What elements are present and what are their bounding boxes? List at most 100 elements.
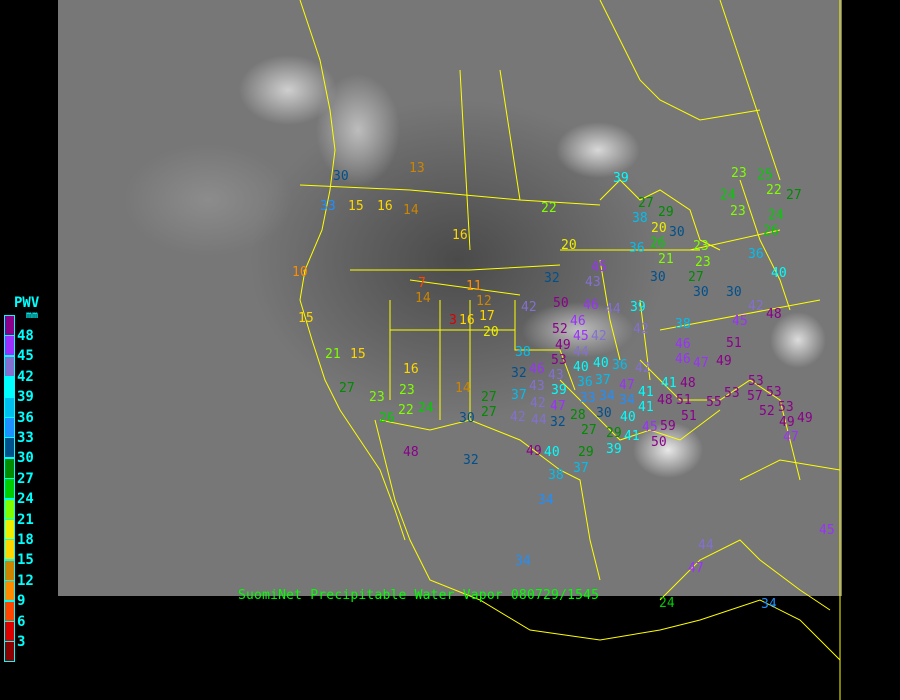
station-pwv-value: 50 bbox=[553, 296, 569, 311]
station-pwv-value: 14 bbox=[455, 381, 471, 396]
map-caption: SuomiNet Precipitable Water Vapor 080729… bbox=[238, 588, 600, 603]
legend-swatch bbox=[4, 396, 15, 418]
station-pwv-value: 16 bbox=[403, 362, 419, 377]
station-pwv-value: 24 bbox=[720, 188, 736, 203]
station-pwv-value: 39 bbox=[551, 383, 567, 398]
station-pwv-value: 26 bbox=[650, 236, 666, 251]
station-pwv-value: 41 bbox=[638, 385, 654, 400]
station-pwv-value: 37 bbox=[573, 461, 589, 476]
station-pwv-value: 45 bbox=[819, 523, 835, 538]
station-pwv-value: 24 bbox=[659, 596, 675, 611]
station-pwv-value: 32 bbox=[544, 271, 560, 286]
legend-label: 9 bbox=[17, 593, 26, 610]
station-pwv-value: 17 bbox=[479, 309, 495, 324]
station-pwv-value: 47 bbox=[550, 399, 566, 414]
legend-label: 12 bbox=[17, 572, 34, 589]
legend-swatch bbox=[4, 355, 15, 377]
station-pwv-value: 22 bbox=[541, 201, 557, 216]
station-pwv-value: 30 bbox=[333, 169, 349, 184]
station-pwv-value: 50 bbox=[651, 435, 667, 450]
boundary-line bbox=[379, 419, 601, 581]
station-pwv-value: 53 bbox=[748, 374, 764, 389]
station-pwv-value: 44 bbox=[698, 538, 714, 553]
station-pwv-value: 36 bbox=[612, 358, 628, 373]
legend-label: 45 bbox=[17, 348, 34, 365]
station-pwv-value: 32 bbox=[550, 415, 566, 430]
station-pwv-value: 49 bbox=[526, 444, 542, 459]
station-pwv-value: 48 bbox=[680, 376, 696, 391]
station-pwv-value: 45 bbox=[591, 260, 607, 275]
station-pwv-value: 46 bbox=[675, 337, 691, 352]
boundary-line bbox=[299, 0, 406, 541]
legend-swatch bbox=[4, 580, 15, 602]
legend-label: 33 bbox=[17, 430, 34, 446]
station-pwv-value: 16 bbox=[377, 199, 393, 214]
station-pwv-value: 33 bbox=[580, 391, 596, 406]
station-pwv-value: 21 bbox=[325, 347, 341, 362]
legend-label: 21 bbox=[17, 511, 34, 528]
boundary-line bbox=[739, 459, 841, 481]
boundary-line bbox=[659, 539, 831, 611]
station-pwv-value: 51 bbox=[681, 409, 697, 424]
boundary-line bbox=[599, 179, 721, 251]
station-pwv-value: 49 bbox=[555, 338, 571, 353]
station-pwv-value: 14 bbox=[415, 291, 431, 306]
station-pwv-value: 47 bbox=[688, 561, 704, 576]
station-pwv-value: 42 bbox=[748, 299, 764, 314]
station-pwv-value: 27 bbox=[688, 270, 704, 285]
station-pwv-value: 38 bbox=[675, 317, 691, 332]
station-pwv-value: 15 bbox=[348, 199, 364, 214]
station-pwv-value: 38 bbox=[632, 211, 648, 226]
station-pwv-value: 23 bbox=[693, 239, 709, 254]
station-pwv-value: 49 bbox=[779, 415, 795, 430]
station-pwv-value: 30 bbox=[596, 406, 612, 421]
station-pwv-value: 27 bbox=[481, 390, 497, 405]
station-pwv-value: 38 bbox=[515, 345, 531, 360]
legend-label: 42 bbox=[17, 368, 34, 385]
station-pwv-value: 23 bbox=[731, 166, 747, 181]
station-pwv-value: 39 bbox=[606, 442, 622, 457]
station-pwv-value: 27 bbox=[638, 196, 654, 211]
legend-swatch bbox=[4, 519, 15, 540]
station-pwv-value: 25 bbox=[757, 168, 773, 183]
station-pwv-value: 44 bbox=[605, 302, 621, 317]
boundary-line bbox=[374, 419, 841, 661]
station-pwv-value: 40 bbox=[620, 410, 636, 425]
station-pwv-value: 23 bbox=[695, 255, 711, 270]
station-pwv-value: 10 bbox=[292, 265, 308, 280]
legend-swatch bbox=[4, 559, 15, 581]
station-pwv-value: 32 bbox=[511, 366, 527, 381]
station-pwv-value: 48 bbox=[766, 307, 782, 322]
station-pwv-value: 24 bbox=[418, 401, 434, 416]
boundary-line bbox=[559, 379, 721, 441]
legend-unit: mm bbox=[26, 310, 39, 321]
station-pwv-value: 34 bbox=[599, 389, 615, 404]
legend-label: 18 bbox=[17, 532, 34, 548]
station-pwv-value: 43 bbox=[529, 379, 545, 394]
legend-swatch bbox=[4, 417, 15, 438]
station-pwv-value: 27 bbox=[339, 381, 355, 396]
station-pwv-value: 47 bbox=[619, 378, 635, 393]
station-pwv-value: 7 bbox=[418, 276, 426, 291]
station-pwv-value: 51 bbox=[726, 336, 742, 351]
boundary-line bbox=[719, 0, 781, 181]
boundary-line bbox=[514, 300, 576, 391]
boundary-line bbox=[499, 69, 521, 201]
station-pwv-value: 38 bbox=[548, 468, 564, 483]
station-pwv-value: 48 bbox=[403, 445, 419, 460]
station-pwv-value: 34 bbox=[761, 597, 777, 612]
legend-swatch bbox=[4, 457, 15, 479]
legend-label: 48 bbox=[17, 328, 34, 344]
legend-swatch bbox=[4, 315, 15, 336]
station-pwv-value: 28 bbox=[570, 408, 586, 423]
station-pwv-value: 42 bbox=[510, 410, 526, 425]
legend-label: 27 bbox=[17, 470, 34, 487]
boundary-line bbox=[659, 299, 821, 331]
station-pwv-value: 44 bbox=[531, 413, 547, 428]
legend-label: 39 bbox=[17, 389, 34, 406]
station-pwv-value: 39 bbox=[613, 171, 629, 186]
legend-swatch bbox=[4, 437, 15, 459]
station-pwv-value: 46 bbox=[570, 314, 586, 329]
station-pwv-value: 23 bbox=[730, 204, 746, 219]
